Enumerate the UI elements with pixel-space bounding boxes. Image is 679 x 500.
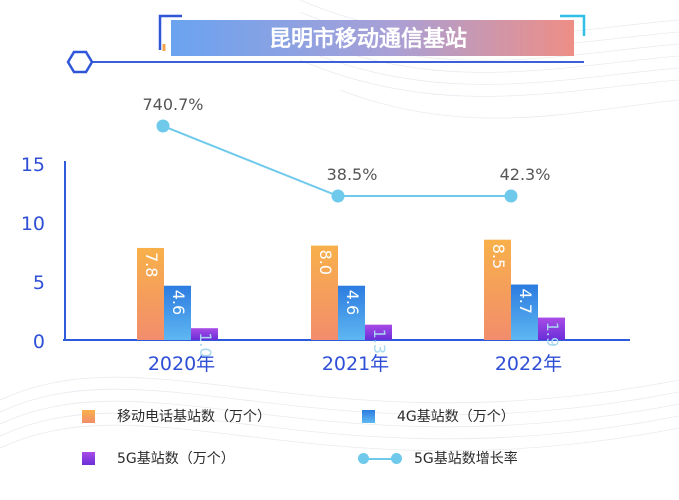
bar-mobile xyxy=(484,239,511,340)
bar-4g xyxy=(164,285,191,340)
y-tick-label: 0 xyxy=(33,331,45,353)
bar-value-label: 8.0 xyxy=(316,250,335,275)
growth-point xyxy=(504,189,518,203)
y-tick-label: 15 xyxy=(21,154,45,176)
title-background xyxy=(171,20,574,56)
bar-5g xyxy=(191,328,218,340)
legend-item-mobile: 移动电话基站数（万个） xyxy=(82,404,271,428)
bar-value-label: 7.8 xyxy=(142,252,161,277)
title-banner: 昆明市移动通信基站 xyxy=(66,14,586,74)
legend-line-icon xyxy=(358,452,402,465)
legend-label: 移动电话基站数（万个） xyxy=(117,409,271,425)
legend-item-5g: 5G基站数（万个） xyxy=(82,446,235,470)
growth-line: 740.7% 38.5% 42.3% xyxy=(142,95,550,203)
legend-swatch-4g xyxy=(362,409,375,423)
bar-value-label: 4.6 xyxy=(169,290,188,315)
bar-4g xyxy=(338,285,365,340)
bar-value-label: 1.0 xyxy=(196,332,215,357)
background-lines xyxy=(0,0,679,452)
bar-mobile xyxy=(311,245,338,340)
y-tick-label: 5 xyxy=(33,272,45,294)
legend-label: 5G基站数（万个） xyxy=(117,451,235,467)
title-corner-right xyxy=(560,14,586,36)
legend-label: 5G基站数增长率 xyxy=(414,451,518,467)
y-tick-label: 10 xyxy=(21,213,45,235)
bar-value-label: 4.6 xyxy=(343,290,362,315)
bars: 7.8 8.0 8.5 4.6 4.6 4.7 1.0 1.3 1.9 xyxy=(137,239,565,358)
growth-value-label: 740.7% xyxy=(142,95,203,114)
bar-value-label: 1.3 xyxy=(370,329,389,354)
growth-value-label: 38.5% xyxy=(327,165,378,184)
hexagon-icon xyxy=(66,50,94,74)
title-corner-left xyxy=(158,14,182,50)
bar-value-label: 8.5 xyxy=(489,244,508,269)
growth-point xyxy=(331,189,345,203)
bar-5g xyxy=(538,317,565,340)
legend-swatch-mobile xyxy=(82,409,95,423)
x-tick-label: 2022年 xyxy=(495,353,562,375)
x-tick-label: 2021年 xyxy=(322,353,389,375)
legend-item-growth: 5G基站数增长率 xyxy=(358,446,518,470)
growth-line-path xyxy=(162,125,511,197)
bar-value-label: 1.9 xyxy=(543,322,562,347)
legend-item-4g: 4G基站数（万个） xyxy=(362,404,515,428)
bar-value-label: 4.7 xyxy=(516,289,535,314)
bar-5g xyxy=(365,324,392,340)
legend-swatch-5g xyxy=(82,451,95,465)
chart-title: 昆明市移动通信基站 xyxy=(269,26,467,52)
growth-point xyxy=(156,119,170,133)
x-tick-label: 2020年 xyxy=(148,353,215,375)
bar-mobile xyxy=(137,247,164,340)
growth-value-label: 42.3% xyxy=(500,165,551,184)
bar-4g xyxy=(511,284,538,340)
legend-label: 4G基站数（万个） xyxy=(397,409,515,425)
